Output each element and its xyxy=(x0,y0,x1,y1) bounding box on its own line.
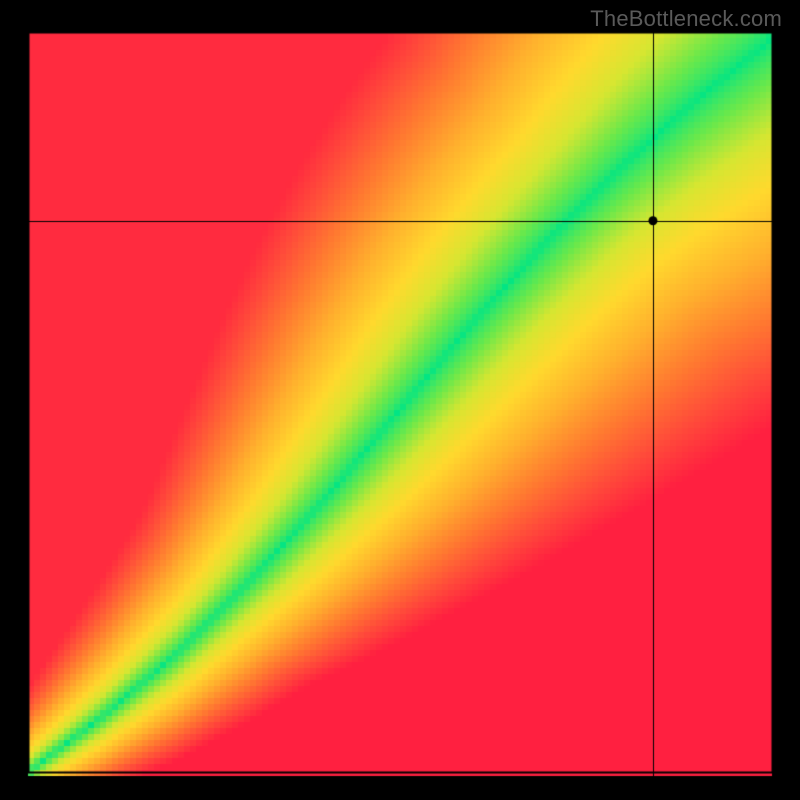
chart-container: TheBottleneck.com xyxy=(0,0,800,800)
bottleneck-heatmap-canvas xyxy=(0,0,800,800)
watermark-text: TheBottleneck.com xyxy=(590,6,782,32)
